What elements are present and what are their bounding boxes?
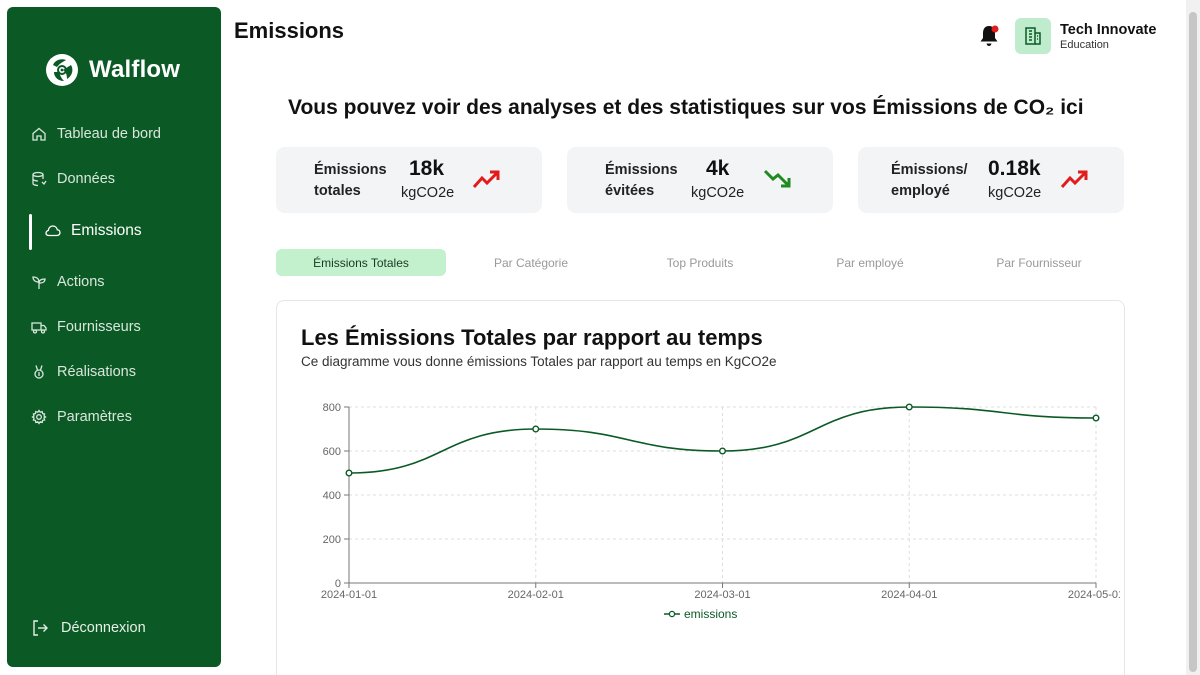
org-avatar[interactable] [1015,18,1051,54]
sidebar-item-label: Actions [57,274,105,290]
x-tick-label: 2024-02-01 [508,589,564,601]
sidebar-item-realisations[interactable]: Réalisations [31,357,136,387]
tab-par-categorie[interactable]: Par Catégorie [493,255,569,270]
x-tick-label: 2024-04-01 [881,589,937,601]
emissions-line-chart: 0 200 400 600 800 2024-01-01 2024-02-01 2024-03… [321,402,1120,621]
stat-card-per-employee: Émissions/ employé 0.18k kgCO2e [858,147,1124,213]
stat-card-total: Émissions totales 18k kgCO2e [276,147,542,213]
tab-emissions-totales[interactable]: Émissions Totales [276,249,446,276]
stat-value: 4k [706,157,730,180]
data-point [532,425,540,433]
logout-icon [33,620,48,636]
gear-icon [31,409,47,425]
cloud-icon [45,225,61,237]
sidebar-item-parametres[interactable]: Paramètres [31,402,132,432]
y-tick-label: 200 [323,534,341,546]
tab-top-produits[interactable]: Top Produits [666,255,734,270]
org-name: Tech Innovate [1060,22,1157,38]
tab-par-fournisseur[interactable]: Par Fournisseur [996,255,1082,270]
data-point [345,469,353,477]
sidebar-item-fournisseurs[interactable]: Fournisseurs [31,312,141,342]
trend-down-icon [763,169,791,188]
award-icon [34,365,44,379]
scrollbar-thumb[interactable] [1189,12,1197,672]
active-indicator [29,214,32,250]
chart-panel [276,300,1125,675]
stat-unit: kgCO2e [401,185,455,201]
sidebar-item-label: Fournisseurs [57,319,141,335]
stat-label: Émissions/ employé [891,162,968,199]
logout-button[interactable]: Déconnexion [31,619,146,637]
truck-icon [31,322,47,334]
stat-unit: kgCO2e [988,185,1042,201]
sidebar-item-emissions[interactable]: Emissions [45,216,142,246]
sidebar-item-donnees[interactable]: Données [31,164,115,194]
building-icon [1025,27,1041,45]
stat-value: 0.18k [988,157,1041,180]
walflow-logo-icon [46,54,78,86]
chart-subtitle: Ce diagramme vous donne émissions Totale… [301,354,777,369]
y-tick-label: 400 [323,490,341,502]
stat-label: Émissions évitées [605,162,678,199]
home-icon [32,127,46,141]
data-point [905,403,913,411]
chart-title: Les Émissions Totales par rapport au tem… [301,325,763,350]
legend-label: emissions [684,607,737,621]
sidebar-item-label: Tableau de bord [57,126,161,142]
bell-icon[interactable] [978,24,1000,48]
trend-up-icon [1060,170,1088,188]
stat-unit: kgCO2e [691,185,745,201]
trend-up-icon [472,170,500,188]
org-subtitle: Education [1060,39,1109,51]
sprout-icon [32,276,46,289]
x-tick-label: 2024-05-01 [1068,589,1120,601]
data-point [719,447,727,455]
tab-par-employe[interactable]: Par employé [836,255,904,270]
brand[interactable]: Walflow [45,53,180,87]
sidebar-item-tableau-de-bord[interactable]: Tableau de bord [31,119,161,149]
logout-label: Déconnexion [61,620,146,636]
sidebar-item-label: Emissions [71,222,142,239]
sidebar-item-label: Données [57,171,116,187]
database-icon [32,171,47,187]
page-title: Emissions [234,18,345,43]
page-headline: Vous pouvez voir des analyses et des sta… [288,96,1084,119]
y-tick-label: 600 [323,446,341,458]
sidebar-item-label: Réalisations [57,364,136,380]
stat-value: 18k [409,157,445,180]
y-tick-label: 0 [335,578,341,590]
scrollbar[interactable] [1186,0,1200,675]
x-tick-label: 2024-01-01 [321,589,377,601]
legend-marker [668,610,676,618]
sidebar: Walflow Tableau de bord Données Emission… [7,7,221,667]
x-tick-label: 2024-03-01 [694,589,750,601]
brand-name: Walflow [89,56,181,83]
sidebar-item-actions[interactable]: Actions [31,267,105,297]
stat-label: Émissions totales [314,162,387,199]
sidebar-item-label: Paramètres [57,409,132,425]
stat-card-avoided: Émissions évitées 4k kgCO2e [567,147,833,213]
y-tick-label: 800 [323,402,341,414]
data-point [1092,414,1100,422]
